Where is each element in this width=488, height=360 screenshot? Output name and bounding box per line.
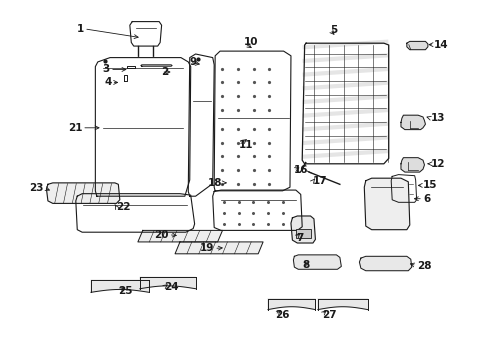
Text: 12: 12 [430, 159, 445, 169]
Text: 4: 4 [104, 77, 111, 87]
Polygon shape [91, 280, 149, 292]
Text: 11: 11 [238, 140, 253, 150]
Polygon shape [127, 66, 135, 68]
Text: 6: 6 [422, 194, 429, 204]
Text: 21: 21 [67, 123, 82, 133]
Text: 25: 25 [118, 286, 133, 296]
Polygon shape [400, 158, 424, 172]
Polygon shape [188, 54, 214, 196]
Text: 28: 28 [416, 261, 430, 271]
Polygon shape [359, 256, 411, 271]
Polygon shape [293, 255, 341, 269]
Bar [295, 229, 310, 238]
Polygon shape [390, 175, 416, 202]
Text: 15: 15 [422, 180, 437, 190]
Text: 23: 23 [29, 183, 44, 193]
Polygon shape [400, 115, 425, 130]
Text: 26: 26 [274, 310, 289, 320]
Polygon shape [214, 51, 290, 191]
Polygon shape [46, 183, 120, 203]
Polygon shape [138, 230, 222, 242]
Text: 14: 14 [433, 40, 448, 50]
Polygon shape [290, 216, 315, 243]
Text: 19: 19 [200, 243, 214, 253]
Text: 3: 3 [102, 64, 110, 75]
Text: 17: 17 [312, 176, 327, 186]
Text: 8: 8 [302, 260, 309, 270]
Text: 10: 10 [243, 37, 258, 48]
Text: 2: 2 [161, 67, 168, 77]
Text: 24: 24 [163, 282, 178, 292]
Polygon shape [140, 277, 195, 289]
Text: 1: 1 [77, 24, 84, 34]
Polygon shape [175, 242, 263, 254]
Text: 22: 22 [116, 202, 131, 212]
Polygon shape [406, 41, 427, 50]
Text: 7: 7 [295, 233, 303, 243]
Polygon shape [317, 299, 367, 310]
Polygon shape [76, 194, 194, 232]
Polygon shape [212, 190, 302, 230]
Text: 20: 20 [154, 230, 168, 240]
Text: 16: 16 [293, 165, 307, 175]
Polygon shape [129, 22, 161, 46]
Polygon shape [123, 75, 126, 81]
Polygon shape [141, 65, 172, 66]
Text: 13: 13 [429, 113, 444, 123]
Text: 27: 27 [321, 310, 336, 320]
Polygon shape [267, 299, 315, 310]
Text: 5: 5 [329, 25, 337, 35]
Text: 18: 18 [207, 178, 222, 188]
Polygon shape [95, 58, 190, 196]
Text: 9: 9 [189, 57, 197, 67]
Polygon shape [364, 178, 409, 230]
Polygon shape [302, 43, 388, 164]
